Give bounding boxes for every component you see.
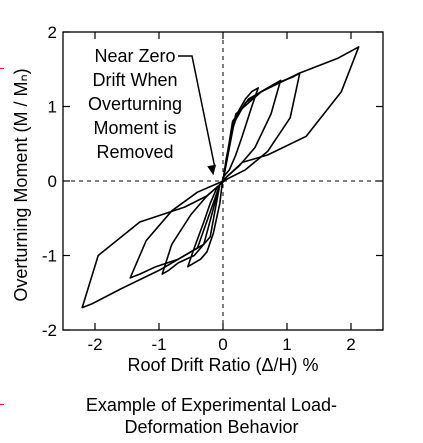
x-tick-label: -1 [151,335,166,354]
x-tick-labels: -2 -1 0 1 2 [87,335,355,354]
x-tick-label: 0 [218,335,227,354]
annotation-line-5: Removed [96,142,173,162]
annotation-line-1: Near Zero [94,46,175,66]
plot-frame [62,31,384,331]
x-axis-label: Roof Drift Ratio (Δ/H) % [127,355,318,375]
annotation-arrowhead [207,164,217,176]
x-tick-label: 1 [282,335,291,354]
annotation: Near Zero Drift When Overturning Moment … [88,46,217,176]
caption-line-2: Deformation Behavior [124,417,299,437]
y-tick-label: -1 [42,247,57,266]
hysteresis-series [81,46,360,309]
hysteresis-loop-4 [81,46,360,309]
x-tick-label: -2 [87,335,102,354]
y-tick-label: -2 [42,321,57,340]
edge-mark-top [0,68,4,69]
caption-line-1: Example of Experimental Load- [85,395,338,415]
annotation-line-4: Moment is [93,118,176,138]
figure-caption: Example of Experimental Load- Deformatio… [0,394,423,438]
y-tick-labels: -2 -1 0 1 2 [42,23,57,340]
edge-mark-bottom [0,404,4,405]
x-tick-label: 2 [346,335,355,354]
axis-ticks [63,31,383,331]
y-tick-label: 0 [48,172,57,191]
annotation-line-3: Overturning [88,94,182,114]
y-tick-label: 1 [48,98,57,117]
annotation-arrow [178,55,216,166]
annotation-line-2: Drift When [92,70,177,90]
y-tick-label: 2 [48,23,57,42]
y-axis-label: Overturning Moment (M / Mₙ) [11,68,31,301]
